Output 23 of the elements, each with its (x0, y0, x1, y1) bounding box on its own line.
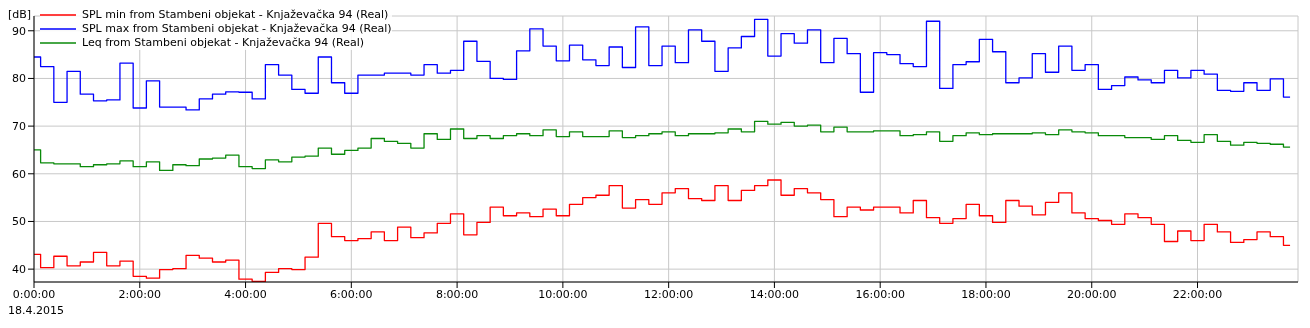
x-tick-label: 10:00:00 (538, 287, 588, 301)
y-tick-label: 90 (12, 24, 26, 38)
x-tick-label: 6:00:00 (330, 287, 373, 301)
text: 18.4.2015 (8, 304, 64, 317)
x-tick-label: 12:00:00 (643, 287, 694, 301)
y-tick-label: 50 (12, 215, 26, 229)
y-axis-title: [dB] (8, 8, 32, 21)
x-tick-label: 4:00:00 (224, 287, 267, 301)
x-tick-label: 20:00:00 (1067, 287, 1117, 301)
y-tick-label: 40 (12, 263, 26, 277)
x-tick-label: 2:00:00 (118, 287, 161, 301)
x-tick-label: 14:00:00 (749, 287, 800, 301)
legend-label: Leq from Stambeni objekat - Knjaževačka 94 (Real) (82, 36, 365, 50)
x-tick-label: 16:00:00 (855, 287, 905, 301)
legend-label: SPL max from Stambeni objekat - Knjaževačka 94 (Real) (82, 22, 392, 36)
x-tick-label: 18:00:00 (961, 287, 1011, 301)
x-tick-label: 0:00:00 (12, 287, 56, 301)
y-tick-label: 60 (12, 167, 26, 181)
x-tick-label: 22:00:00 (1172, 287, 1223, 301)
x-tick-label: 8:00:00 (435, 287, 479, 301)
legend-label: SPL min from Stambeni objekat - Knjaževačka 94 (Real) (82, 8, 389, 22)
y-tick-label: 70 (12, 120, 26, 134)
y-tick-label: 80 (12, 72, 26, 86)
